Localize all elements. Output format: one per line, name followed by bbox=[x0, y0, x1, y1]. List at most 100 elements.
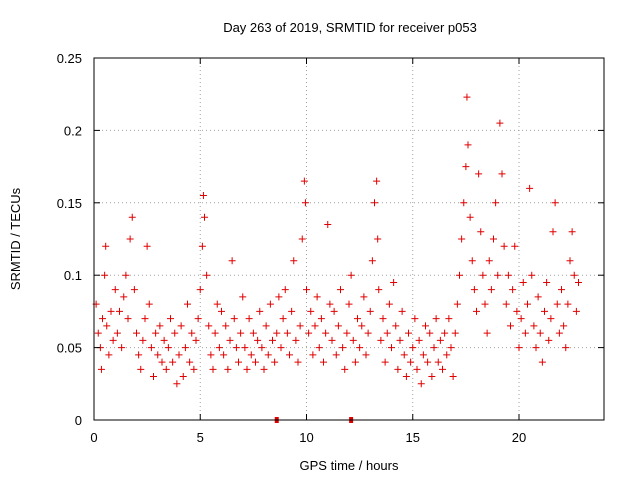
data-point bbox=[298, 235, 306, 243]
data-point bbox=[158, 358, 166, 366]
data-point bbox=[468, 257, 476, 265]
data-point bbox=[428, 373, 436, 381]
y-tick-label: 0.15 bbox=[57, 196, 82, 211]
data-point bbox=[343, 329, 351, 337]
data-point bbox=[203, 271, 211, 279]
data-point bbox=[475, 170, 483, 178]
data-point bbox=[235, 358, 242, 366]
data-point bbox=[264, 351, 272, 359]
y-tick-label: 0.1 bbox=[64, 268, 82, 283]
data-points bbox=[92, 93, 582, 388]
data-point bbox=[534, 293, 542, 301]
data-point bbox=[147, 344, 155, 352]
data-point bbox=[169, 358, 177, 366]
data-point bbox=[434, 358, 442, 366]
y-tick-labels: 0 0.05 0.1 0.15 0.2 0.25 bbox=[57, 51, 82, 428]
axis-ticks bbox=[93, 57, 604, 421]
data-point bbox=[430, 344, 438, 352]
y-tick-label: 0.25 bbox=[57, 51, 82, 66]
data-point bbox=[536, 329, 544, 337]
data-point bbox=[375, 286, 383, 294]
data-point bbox=[322, 329, 330, 337]
data-point bbox=[237, 329, 245, 337]
data-point bbox=[545, 336, 553, 344]
data-point bbox=[374, 235, 382, 243]
data-point bbox=[570, 271, 578, 279]
data-point bbox=[524, 300, 531, 308]
data-point bbox=[349, 336, 357, 344]
data-point bbox=[402, 373, 410, 381]
data-point bbox=[124, 315, 132, 323]
data-point bbox=[439, 365, 446, 373]
data-point bbox=[464, 141, 472, 149]
data-point bbox=[485, 257, 493, 265]
data-point bbox=[572, 307, 580, 315]
data-point bbox=[558, 286, 565, 294]
data-point bbox=[113, 329, 121, 337]
data-point bbox=[460, 199, 468, 207]
data-point bbox=[377, 336, 385, 344]
data-point bbox=[102, 242, 110, 250]
data-point bbox=[209, 365, 217, 373]
data-point bbox=[441, 329, 449, 337]
data-point bbox=[320, 358, 327, 366]
data-point bbox=[201, 213, 208, 221]
data-point bbox=[481, 300, 489, 308]
data-point bbox=[337, 286, 344, 294]
x-tick-labels: 0 5 10 15 20 bbox=[90, 430, 526, 445]
data-point bbox=[417, 380, 425, 388]
data-point bbox=[496, 119, 504, 127]
data-point bbox=[360, 293, 368, 301]
data-point bbox=[530, 322, 538, 330]
data-point bbox=[347, 271, 355, 279]
data-point bbox=[407, 358, 415, 366]
data-point bbox=[160, 336, 168, 344]
data-point bbox=[205, 322, 213, 330]
y-tick-label: 0.05 bbox=[57, 341, 82, 356]
data-point bbox=[532, 344, 540, 352]
data-point bbox=[388, 344, 395, 352]
data-point bbox=[141, 315, 149, 323]
data-point bbox=[541, 307, 548, 315]
data-point bbox=[494, 271, 502, 279]
data-point bbox=[511, 242, 519, 250]
data-point bbox=[222, 322, 230, 330]
data-point bbox=[364, 329, 372, 337]
data-point bbox=[400, 351, 408, 359]
data-point bbox=[273, 329, 281, 337]
data-point bbox=[562, 344, 570, 352]
data-point bbox=[528, 271, 536, 279]
x-tick-label: 10 bbox=[299, 430, 313, 445]
data-point bbox=[137, 365, 145, 373]
data-point bbox=[286, 351, 293, 359]
data-point bbox=[292, 336, 300, 344]
y-tick-label: 0 bbox=[75, 413, 82, 428]
data-point bbox=[118, 344, 126, 352]
data-point bbox=[385, 300, 393, 308]
data-point bbox=[218, 307, 225, 315]
data-point bbox=[383, 329, 391, 337]
data-point bbox=[502, 300, 510, 308]
data-point bbox=[107, 307, 115, 315]
data-point bbox=[366, 307, 374, 315]
data-point bbox=[175, 351, 183, 359]
x-tick-label: 0 bbox=[90, 430, 97, 445]
data-point bbox=[249, 329, 257, 337]
data-point bbox=[411, 315, 419, 323]
data-point bbox=[507, 322, 514, 330]
data-point bbox=[483, 329, 491, 337]
data-point bbox=[128, 213, 136, 221]
data-point bbox=[373, 177, 381, 185]
data-point bbox=[275, 293, 283, 301]
data-point bbox=[126, 235, 134, 243]
data-point bbox=[354, 315, 361, 323]
data-point bbox=[215, 344, 223, 352]
data-point bbox=[303, 286, 310, 294]
data-point bbox=[164, 344, 172, 352]
data-point bbox=[415, 336, 423, 344]
data-point bbox=[568, 228, 576, 236]
data-point bbox=[243, 365, 251, 373]
data-point bbox=[288, 307, 296, 315]
data-point bbox=[213, 300, 221, 308]
data-point bbox=[224, 365, 232, 373]
